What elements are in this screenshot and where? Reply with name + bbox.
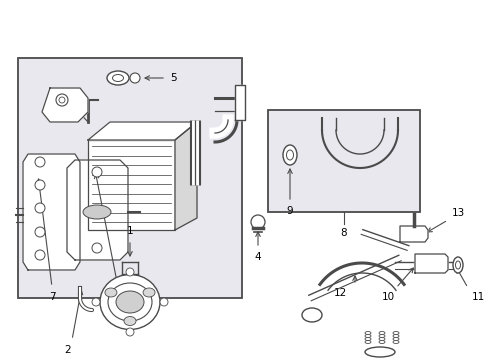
Circle shape: [59, 97, 65, 103]
Circle shape: [130, 73, 140, 83]
Circle shape: [35, 250, 45, 260]
Text: 11: 11: [472, 292, 485, 302]
Circle shape: [92, 298, 100, 306]
Ellipse shape: [365, 347, 395, 357]
Text: 10: 10: [381, 292, 394, 302]
Polygon shape: [395, 261, 455, 269]
Polygon shape: [42, 88, 88, 122]
Polygon shape: [175, 122, 197, 230]
Text: 13: 13: [452, 208, 465, 218]
Bar: [88, 140, 175, 230]
Text: 6: 6: [115, 292, 122, 302]
Circle shape: [35, 157, 45, 167]
Ellipse shape: [393, 341, 399, 343]
Text: 2: 2: [65, 345, 72, 355]
Ellipse shape: [365, 338, 371, 341]
Ellipse shape: [379, 341, 385, 343]
Ellipse shape: [100, 274, 160, 329]
Polygon shape: [309, 255, 401, 301]
Ellipse shape: [393, 338, 399, 341]
Polygon shape: [361, 230, 409, 250]
Circle shape: [56, 94, 68, 106]
Ellipse shape: [108, 283, 152, 321]
Ellipse shape: [453, 257, 463, 273]
Bar: [18, 58, 242, 298]
Polygon shape: [400, 226, 428, 242]
Text: 4: 4: [255, 252, 261, 262]
Polygon shape: [67, 160, 128, 260]
Text: 3: 3: [127, 315, 133, 325]
Circle shape: [126, 328, 134, 336]
Ellipse shape: [379, 334, 385, 338]
Polygon shape: [88, 122, 197, 140]
Text: 8: 8: [341, 228, 347, 238]
Ellipse shape: [379, 332, 385, 334]
Ellipse shape: [113, 75, 123, 81]
Circle shape: [251, 215, 265, 229]
Ellipse shape: [283, 145, 297, 165]
Ellipse shape: [107, 71, 129, 85]
Polygon shape: [415, 254, 448, 273]
Ellipse shape: [302, 308, 322, 322]
Text: 12: 12: [333, 288, 346, 298]
Bar: [268, 110, 420, 212]
Ellipse shape: [124, 316, 136, 325]
Text: 9: 9: [287, 206, 294, 216]
Ellipse shape: [287, 150, 294, 160]
Text: 5: 5: [170, 73, 176, 83]
Ellipse shape: [365, 334, 371, 338]
Ellipse shape: [365, 341, 371, 343]
Text: 7: 7: [49, 292, 55, 302]
Ellipse shape: [116, 291, 144, 313]
Ellipse shape: [83, 205, 111, 219]
Circle shape: [92, 167, 102, 177]
Circle shape: [126, 268, 134, 276]
Circle shape: [160, 298, 168, 306]
Ellipse shape: [105, 288, 117, 297]
Ellipse shape: [456, 261, 461, 269]
Polygon shape: [235, 85, 245, 120]
Ellipse shape: [393, 334, 399, 338]
Ellipse shape: [393, 332, 399, 334]
Circle shape: [35, 227, 45, 237]
Polygon shape: [23, 154, 80, 270]
Ellipse shape: [365, 332, 371, 334]
Circle shape: [35, 180, 45, 190]
Ellipse shape: [379, 338, 385, 341]
Circle shape: [92, 243, 102, 253]
Ellipse shape: [143, 288, 155, 297]
Text: 1: 1: [127, 226, 133, 236]
Circle shape: [35, 203, 45, 213]
